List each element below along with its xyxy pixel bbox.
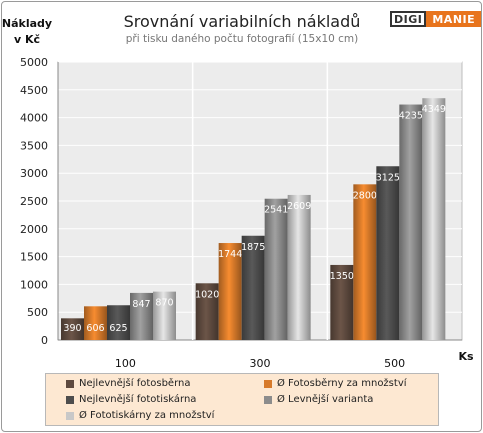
bar-value-label: 1350: [330, 271, 354, 282]
bar-value-label: 4235: [399, 111, 423, 122]
logo-part-manie: MANIE: [426, 11, 482, 27]
x-axis-label: Ks: [458, 350, 474, 363]
bar: [107, 305, 130, 340]
legend-item: Ø Fototiskárny za množství: [66, 410, 214, 421]
x-tick-label: 300: [250, 357, 271, 370]
logo-part-digi: DIGI: [390, 11, 427, 27]
bar-value-label: 625: [109, 323, 127, 334]
bar: [399, 104, 423, 340]
y-tick-label: 2000: [20, 223, 48, 236]
legend-label: Nejlevnější fotosběrna: [79, 378, 191, 389]
legend-swatch: [66, 379, 74, 388]
bar-value-label: 1744: [218, 249, 242, 260]
bar: [195, 283, 219, 340]
legend-item: Nejlevnější fotosběrna: [66, 378, 190, 389]
y-tick-label: 2500: [20, 195, 48, 208]
x-tick-label: 500: [384, 357, 405, 370]
legend-label: Ø Fotosběrny za množství: [277, 378, 407, 389]
legend-swatch: [66, 411, 74, 420]
legend-label: Ø Levnější varianta: [277, 394, 374, 405]
legend-swatch: [264, 395, 272, 404]
y-axis-label: Náklady: [2, 17, 52, 30]
legend-label: Ø Fototiskárny za množství: [79, 410, 215, 421]
y-tick-label: 3000: [20, 167, 48, 180]
legend-swatch: [66, 395, 74, 404]
bar-value-label: 4349: [422, 104, 446, 115]
y-tick-label: 1500: [20, 251, 48, 264]
legend-item: Ø Fotosběrny za množství: [264, 378, 407, 389]
legend-item: Ø Levnější varianta: [264, 394, 373, 405]
y-tick-label: 1000: [20, 278, 48, 291]
bar-value-label: 606: [86, 323, 104, 334]
bar: [287, 194, 311, 340]
bar-value-label: 847: [132, 299, 150, 310]
bar-value-label: 870: [155, 298, 173, 309]
y-tick-label: 4500: [20, 84, 48, 97]
y-axis-label-unit: v Kč: [14, 33, 40, 46]
bar-value-label: 2541: [264, 205, 288, 216]
x-tick-label: 100: [115, 357, 136, 370]
legend-swatch: [264, 379, 272, 388]
bar-value-label: 1020: [195, 289, 219, 300]
y-tick-label: 5000: [20, 56, 48, 69]
bar-value-label: 1875: [241, 242, 265, 253]
bar: [84, 306, 107, 340]
bar: [218, 243, 242, 340]
legend-item: Nejlevnější fototiskárna: [66, 394, 196, 405]
legend-label: Nejlevnější fototiskárna: [79, 394, 197, 405]
bar: [241, 235, 265, 340]
chart-legend: Nejlevnější fotosběrna Ø Fotosběrny za mn…: [45, 373, 439, 426]
bar: [61, 318, 84, 340]
bar: [330, 264, 354, 340]
chart-title: Srovnání variabilních nákladů: [124, 12, 361, 31]
y-tick-label: 3500: [20, 139, 48, 152]
y-tick-label: 4000: [20, 112, 48, 125]
bar-value-label: 2800: [353, 190, 377, 201]
bar: [264, 198, 288, 340]
bar-value-label: 390: [63, 323, 81, 334]
chart-subtitle: při tisku daného počtu fotografií (15x10…: [126, 33, 359, 45]
bar: [153, 291, 176, 340]
bar-value-label: 2609: [287, 201, 311, 212]
y-tick-label: 0: [41, 334, 48, 347]
y-tick-label: 500: [27, 306, 48, 319]
digimanie-logo: DIGI MANIE: [390, 11, 482, 27]
bar: [353, 184, 377, 340]
bar: [130, 292, 153, 340]
bar-value-label: 3125: [376, 172, 400, 183]
bar: [422, 98, 446, 340]
bar: [376, 166, 400, 340]
